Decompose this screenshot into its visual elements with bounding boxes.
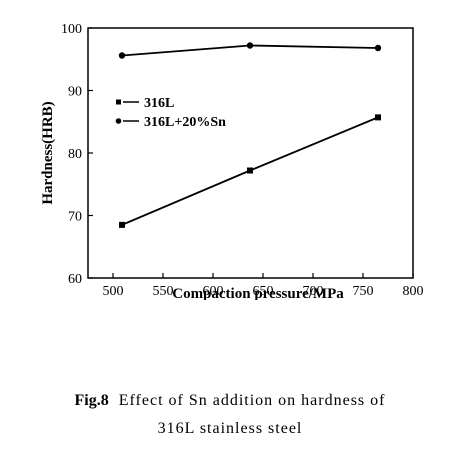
x-tick-label: 550: [153, 284, 174, 299]
data-point-circle: [374, 44, 382, 52]
x-tick-label: 700: [303, 284, 324, 299]
data-point-square: [247, 167, 253, 174]
data-point-circle: [118, 52, 126, 59]
data-point-square: [375, 114, 381, 121]
y-axis: 60 70 80 90 100: [61, 22, 93, 287]
x-tick-label: 750: [353, 284, 374, 299]
figure-caption: Fig.8 Effect of Sn addition on hardness o…: [0, 387, 460, 415]
y-tick-label: 70: [68, 210, 82, 225]
data-point-square: [119, 221, 125, 228]
figure-label: Fig.8: [74, 392, 109, 409]
x-axis-label: Compaction pressure/MPa: [172, 286, 344, 300]
legend-label: 316L: [144, 96, 174, 111]
y-tick-label: 90: [68, 85, 82, 100]
figure-caption-continued: 316L stainless steel: [0, 415, 460, 443]
legend: 316L 316L+20%Sn: [115, 96, 226, 130]
legend-label: 316L+20%Sn: [144, 115, 226, 130]
x-axis: 500 550 600 650 700 750 800: [103, 273, 424, 299]
series-layer: [118, 42, 382, 228]
x-tick-label: 800: [403, 284, 424, 299]
caption-line-1: Effect of Sn addition on hardness of: [118, 392, 386, 409]
y-tick-label: 80: [68, 147, 82, 162]
x-tick-label: 600: [203, 284, 224, 299]
caption-line-2: 316L stainless steel: [157, 420, 303, 437]
legend-marker-circle: [115, 118, 122, 124]
data-point-circle: [246, 42, 254, 49]
x-tick-label: 500: [103, 284, 124, 299]
y-axis-label: Hardness(HRB): [40, 101, 56, 204]
y-tick-label: 100: [61, 22, 82, 37]
legend-marker-square: [116, 99, 121, 105]
x-tick-label: 650: [253, 284, 274, 299]
y-tick-label: 60: [68, 272, 82, 287]
plot-frame: [87, 27, 414, 279]
